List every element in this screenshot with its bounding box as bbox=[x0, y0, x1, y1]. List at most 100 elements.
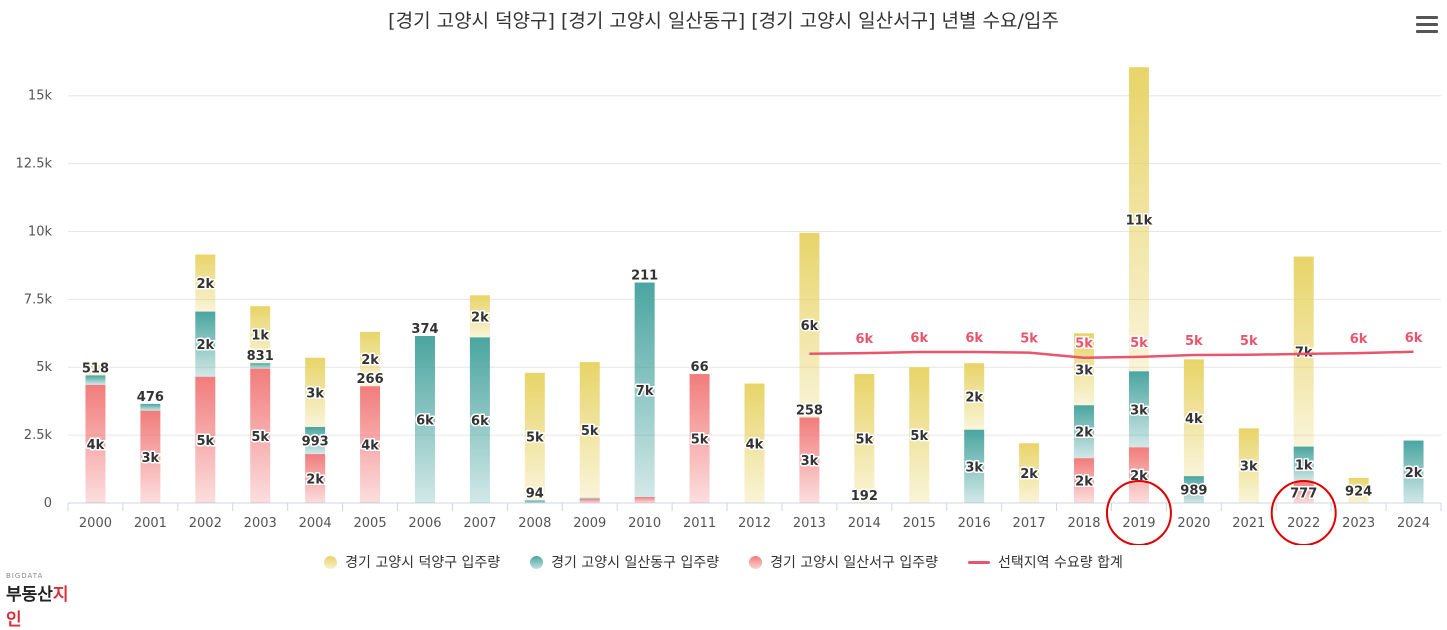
highlight-circles bbox=[1105, 480, 1337, 545]
y-axis: 0 2.5k 5k 7.5k 10k 12.5k 15k bbox=[16, 89, 53, 511]
x-tick-label: 2011 bbox=[683, 516, 716, 531]
legend-label: 선택지역 수요량 합계 bbox=[998, 555, 1123, 571]
x-tick-label: 2024 bbox=[1397, 516, 1430, 531]
chart-title: [경기 고양시 덕양구] [경기 고양시 일산동구] [경기 고양시 일산서구]… bbox=[388, 10, 1059, 32]
bar-segment[interactable] bbox=[195, 254, 216, 312]
bar-data-label: 2k bbox=[1020, 467, 1038, 482]
demand-line-path[interactable] bbox=[809, 350, 1414, 359]
legend-item[interactable]: 경기 고양시 일산서구 입주량 bbox=[749, 552, 938, 572]
bar-segment[interactable] bbox=[85, 364, 106, 376]
line-data-label: 5k bbox=[1185, 334, 1203, 349]
line-data-label: 5k bbox=[1075, 337, 1093, 352]
bar-data-label: 4k bbox=[746, 437, 764, 452]
x-tick-label: 2007 bbox=[463, 516, 496, 531]
bar-data-label: 258 bbox=[796, 403, 823, 418]
bar-segment[interactable] bbox=[799, 417, 820, 503]
x-tick-label: 2017 bbox=[1013, 516, 1046, 531]
bar-data-label: 2k bbox=[196, 338, 214, 353]
bar-segment[interactable] bbox=[1293, 446, 1314, 482]
bar-segment[interactable] bbox=[799, 232, 820, 418]
bar-segment[interactable] bbox=[360, 386, 381, 503]
bar-segment[interactable] bbox=[250, 368, 271, 503]
bar-data-label: 5k bbox=[691, 433, 709, 448]
bar-segment[interactable] bbox=[140, 410, 161, 503]
bar-segment[interactable] bbox=[1293, 256, 1314, 447]
bar-segment[interactable] bbox=[909, 367, 930, 503]
bar-segment[interactable] bbox=[250, 363, 271, 369]
bar-segment[interactable] bbox=[964, 363, 985, 430]
bar-data-label: 5k bbox=[251, 430, 269, 445]
x-tick-label: 2016 bbox=[958, 516, 991, 531]
bar-data-label: 1k bbox=[251, 329, 269, 344]
bar-segment[interactable] bbox=[964, 429, 985, 503]
bar-segment[interactable] bbox=[1348, 477, 1369, 503]
bar-data-label: 993 bbox=[302, 435, 329, 450]
bar-data-label: 831 bbox=[247, 349, 274, 364]
bar-segment[interactable] bbox=[250, 306, 271, 364]
legend-label: 경기 고양시 덕양구 입주량 bbox=[345, 555, 501, 571]
legend-item[interactable]: 경기 고양시 덕양구 입주량 bbox=[324, 552, 500, 572]
bar-segment[interactable] bbox=[1074, 458, 1095, 503]
bar-data-label: 3k bbox=[801, 454, 819, 469]
bar-segment[interactable] bbox=[634, 497, 655, 503]
x-tick-label: 2013 bbox=[793, 516, 826, 531]
bar-segment[interactable] bbox=[1238, 428, 1259, 503]
y-tick-label: 12.5k bbox=[16, 157, 53, 172]
x-tick-label: 2023 bbox=[1342, 516, 1375, 531]
bar-segment[interactable] bbox=[140, 403, 161, 411]
bar-segment[interactable] bbox=[1403, 440, 1424, 503]
highlight-circle bbox=[1105, 480, 1172, 545]
bar-data-label: 374 bbox=[411, 322, 438, 337]
x-tick-label: 2015 bbox=[903, 516, 936, 531]
bar-segment[interactable] bbox=[195, 376, 216, 503]
bar-data-label: 777 bbox=[1290, 486, 1317, 501]
legend-marker bbox=[968, 560, 991, 564]
legend-marker bbox=[324, 555, 338, 569]
bar-segment[interactable] bbox=[195, 311, 216, 377]
bar-data-label: 2k bbox=[1075, 475, 1093, 490]
bar-segment[interactable] bbox=[634, 282, 655, 498]
bar-segment[interactable] bbox=[469, 337, 490, 503]
bar-data-label: 5k bbox=[196, 434, 214, 449]
bar-segment[interactable] bbox=[579, 498, 600, 503]
bar-segment[interactable] bbox=[524, 372, 545, 501]
bar-segment[interactable] bbox=[305, 454, 326, 503]
bar-segment[interactable] bbox=[579, 362, 600, 498]
bar-segment[interactable] bbox=[524, 500, 545, 503]
legend-item[interactable]: 경기 고양시 일산동구 입주량 bbox=[530, 552, 719, 572]
bar-data-label: 2k bbox=[1405, 466, 1423, 481]
bar-segment[interactable] bbox=[1183, 359, 1204, 477]
bar-segment[interactable] bbox=[414, 336, 435, 503]
x-tick-label: 2020 bbox=[1177, 516, 1210, 531]
bar-data-label: 94 bbox=[526, 486, 544, 501]
bar-segment[interactable] bbox=[579, 497, 600, 499]
bar-segment[interactable] bbox=[85, 375, 106, 385]
bar-segment[interactable] bbox=[1293, 481, 1314, 503]
x-tick-label: 2001 bbox=[134, 516, 167, 531]
bar-segment[interactable] bbox=[744, 383, 765, 503]
legend-marker bbox=[749, 555, 763, 569]
bar-segment[interactable] bbox=[469, 295, 490, 338]
bar-segment[interactable] bbox=[854, 374, 875, 503]
bar-segment[interactable] bbox=[305, 426, 326, 455]
bar-segment[interactable] bbox=[1128, 371, 1149, 448]
bar-segment[interactable] bbox=[689, 374, 710, 503]
bar-segment[interactable] bbox=[1074, 333, 1095, 406]
y-tick-label: 15k bbox=[28, 89, 53, 104]
legend-label: 경기 고양시 일산서구 입주량 bbox=[770, 555, 939, 571]
legend-item[interactable]: 선택지역 수요량 합계 bbox=[968, 552, 1123, 572]
bar-segment[interactable] bbox=[1074, 405, 1095, 459]
bar-segment[interactable] bbox=[1019, 443, 1040, 503]
bar-segment[interactable] bbox=[305, 357, 326, 427]
bar-segment[interactable] bbox=[360, 331, 381, 387]
bar-segment[interactable] bbox=[85, 384, 106, 503]
bar-segment[interactable] bbox=[1128, 67, 1149, 372]
x-axis: 2000 2001 2002 2003 2004 2005 2006 2007 2008 2009… bbox=[67, 503, 1442, 531]
bar-data-label: 5k bbox=[526, 431, 544, 446]
bar-data-label: 518 bbox=[82, 361, 109, 376]
hamburger-menu-icon[interactable] bbox=[1416, 16, 1438, 34]
bar-segment[interactable] bbox=[1128, 447, 1149, 503]
bar-data-label: 6k bbox=[801, 319, 819, 334]
bar-segment[interactable] bbox=[1183, 476, 1204, 503]
